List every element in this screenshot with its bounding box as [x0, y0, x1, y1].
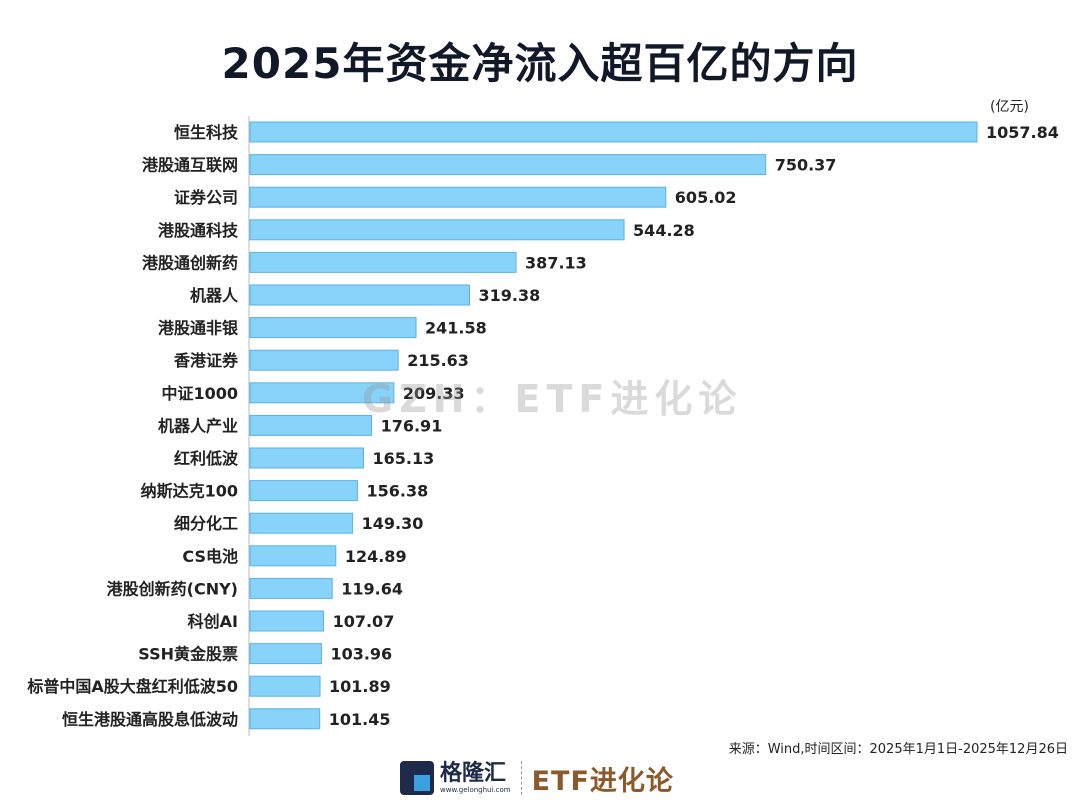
unit-label: (亿元): [990, 99, 1029, 115]
category-label: 细分化工: [174, 514, 238, 533]
category-label: 港股创新药(CNY): [107, 579, 238, 598]
category-label: 机器人产业: [158, 416, 238, 435]
category-label: 香港证券: [173, 351, 239, 370]
data-label: 103.96: [330, 645, 392, 664]
data-label: 241.58: [425, 319, 487, 338]
category-label: 红利低波: [174, 449, 239, 468]
bar: [249, 251, 517, 273]
watermark: GZH：ETF进化论: [362, 377, 743, 421]
data-label: 124.89: [345, 547, 407, 566]
bar: [249, 447, 364, 469]
category-label: 港股通非银: [158, 319, 239, 338]
data-label: 101.45: [329, 710, 391, 729]
data-label: 215.63: [407, 351, 469, 370]
data-label: 319.38: [478, 286, 540, 305]
data-label: 101.89: [329, 677, 391, 696]
source-note: 来源：Wind,时间区间：2025年1月1日-2025年12月26日: [728, 742, 1068, 757]
data-label: 107.07: [333, 612, 395, 631]
bar: [249, 349, 399, 371]
data-label: 605.02: [675, 188, 737, 207]
category-label: 证券公司: [174, 188, 238, 207]
data-label: 149.30: [362, 514, 424, 533]
data-label: 544.28: [633, 221, 695, 240]
bar: [249, 219, 625, 241]
brand-logo: 格隆汇 www.gelonghui.com: [440, 761, 511, 795]
category-label: 标普中国A股大盘红利低波50: [26, 677, 238, 696]
data-label: 165.13: [372, 449, 434, 468]
bar: [249, 414, 373, 436]
chart-title: 2025年资金净流入超百亿的方向: [221, 39, 859, 88]
bar: [249, 382, 395, 404]
bar-chart: 恒生科技 1057.84 港股通互联网 750.37 证券公司 605.02 港股通科技 54…: [26, 116, 1059, 736]
bar: [249, 708, 321, 730]
footer: 格隆汇 www.gelonghui.com ETF进化论: [400, 756, 674, 800]
category-label: SSH黄金股票: [138, 645, 238, 664]
bar: [249, 154, 767, 176]
bar: [249, 512, 354, 534]
category-label: 恒生港股通高股息低波动: [62, 710, 238, 729]
category-label: 中证1000: [161, 384, 238, 403]
bar: [249, 675, 321, 697]
data-label: 387.13: [525, 253, 587, 272]
data-label: 1057.84: [986, 123, 1059, 142]
bar: [249, 284, 470, 306]
divider: [520, 761, 522, 795]
category-label: 港股通互联网: [142, 156, 238, 175]
data-label: 750.37: [775, 156, 837, 175]
data-label: 156.38: [366, 482, 428, 501]
category-label: 机器人: [190, 286, 239, 305]
category-label: 港股通科技: [158, 221, 239, 240]
data-label: 176.91: [381, 416, 443, 435]
category-label: CS电池: [182, 547, 238, 566]
category-label: 港股通创新药: [142, 253, 238, 272]
bar: [249, 643, 322, 665]
bar: [249, 186, 667, 208]
category-label: 恒生科技: [174, 123, 239, 142]
brand-logo-icon: [400, 761, 434, 795]
bar: [249, 610, 325, 632]
category-label: 科创AI: [188, 612, 238, 631]
bar: [249, 480, 358, 502]
brand-url: www.gelonghui.com: [440, 786, 511, 794]
brand-name: 格隆汇: [440, 761, 507, 786]
bar: [249, 121, 978, 143]
bar: [249, 577, 333, 599]
data-label: 209.33: [403, 384, 465, 403]
category-label: 纳斯达克100: [141, 482, 238, 501]
bar: [249, 317, 417, 339]
bar: [249, 545, 337, 567]
column-name: ETF进化论: [531, 765, 674, 797]
data-label: 119.64: [341, 579, 403, 598]
